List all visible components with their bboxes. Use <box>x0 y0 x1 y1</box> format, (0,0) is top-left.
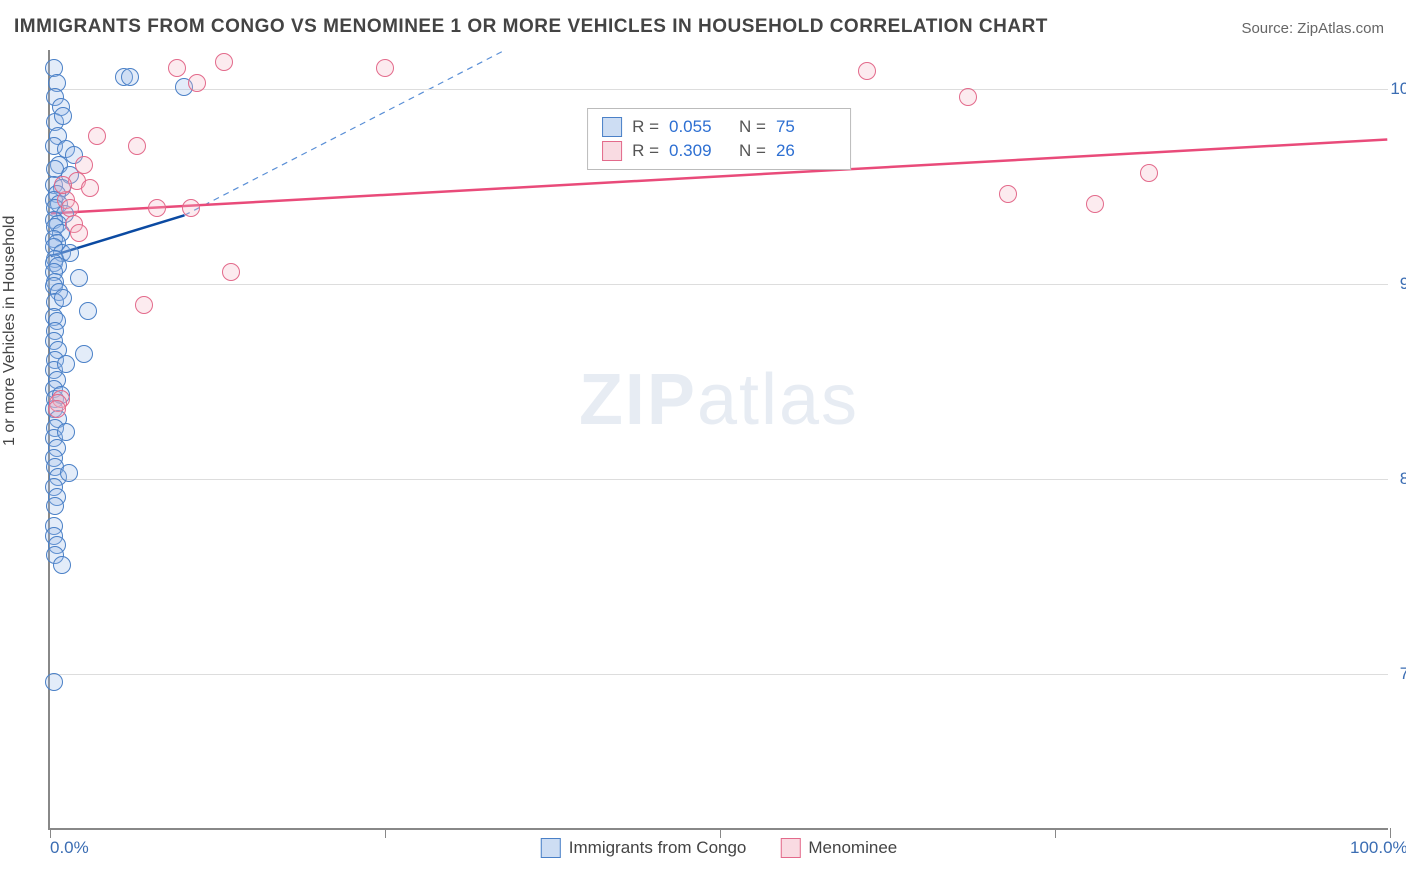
n-value-series-1: 26 <box>776 141 836 161</box>
scatter-point <box>57 355 75 373</box>
x-tick <box>50 828 51 838</box>
scatter-point <box>128 137 146 155</box>
scatter-point <box>79 302 97 320</box>
legend-item-series-0: Immigrants from Congo <box>541 838 747 858</box>
watermark: ZIPatlas <box>579 359 859 441</box>
y-axis-title: 1 or more Vehicles in Household <box>1 216 19 446</box>
scatter-point <box>48 400 66 418</box>
legend-swatch-series-0 <box>541 838 561 858</box>
chart-title: IMMIGRANTS FROM CONGO VS MENOMINEE 1 OR … <box>14 16 1048 38</box>
legend-label-series-0: Immigrants from Congo <box>569 838 747 858</box>
scatter-point <box>959 88 977 106</box>
r-value-series-1: 0.309 <box>669 141 729 161</box>
swatch-series-0 <box>602 117 622 137</box>
scatter-point <box>376 59 394 77</box>
x-tick <box>1390 828 1391 838</box>
scatter-point <box>858 62 876 80</box>
n-label: N = <box>739 117 766 137</box>
x-tick <box>385 828 386 838</box>
legend-label-series-1: Menominee <box>808 838 897 858</box>
bottom-legend: Immigrants from Congo Menominee <box>541 838 897 858</box>
scatter-point <box>1086 195 1104 213</box>
scatter-point <box>88 127 106 145</box>
gridline-h <box>50 674 1388 675</box>
y-tick-label: 90.0% <box>1400 274 1406 294</box>
scatter-point <box>54 176 72 194</box>
scatter-point <box>61 244 79 262</box>
y-tick-label: 70.0% <box>1400 664 1406 684</box>
x-tick <box>1055 828 1056 838</box>
scatter-point <box>1140 164 1158 182</box>
stats-row-series-0: R = 0.055 N = 75 <box>602 115 836 139</box>
scatter-point <box>188 74 206 92</box>
scatter-point <box>135 296 153 314</box>
legend-item-series-1: Menominee <box>780 838 897 858</box>
scatter-point <box>54 107 72 125</box>
scatter-point <box>75 345 93 363</box>
x-tick <box>720 828 721 838</box>
scatter-point <box>45 673 63 691</box>
r-label: R = <box>632 117 659 137</box>
x-tick-label: 100.0% <box>1350 838 1406 858</box>
y-tick-label: 80.0% <box>1400 469 1406 489</box>
trend-line <box>184 50 505 215</box>
scatter-point <box>148 199 166 217</box>
gridline-h <box>50 479 1388 480</box>
stats-row-series-1: R = 0.309 N = 26 <box>602 139 836 163</box>
correlation-chart-page: IMMIGRANTS FROM CONGO VS MENOMINEE 1 OR … <box>0 0 1406 892</box>
gridline-h <box>50 89 1388 90</box>
scatter-point <box>121 68 139 86</box>
scatter-point <box>999 185 1017 203</box>
scatter-point <box>222 263 240 281</box>
plot-area: ZIPatlas R = 0.055 N = 75 R = 0.309 N = … <box>48 50 1388 830</box>
scatter-point <box>182 199 200 217</box>
r-label: R = <box>632 141 659 161</box>
scatter-point <box>168 59 186 77</box>
r-value-series-0: 0.055 <box>669 117 729 137</box>
source-attribution: Source: ZipAtlas.com <box>1241 20 1384 37</box>
n-value-series-0: 75 <box>776 117 836 137</box>
swatch-series-1 <box>602 141 622 161</box>
n-label: N = <box>739 141 766 161</box>
scatter-point <box>215 53 233 71</box>
watermark-light: atlas <box>697 360 859 440</box>
gridline-h <box>50 284 1388 285</box>
watermark-bold: ZIP <box>579 360 697 440</box>
scatter-point <box>53 556 71 574</box>
scatter-point <box>70 224 88 242</box>
stats-legend-box: R = 0.055 N = 75 R = 0.309 N = 26 <box>587 108 851 170</box>
y-tick-label: 100.0% <box>1390 79 1406 99</box>
scatter-point <box>81 179 99 197</box>
legend-swatch-series-1 <box>780 838 800 858</box>
scatter-point <box>54 289 72 307</box>
scatter-point <box>46 497 64 515</box>
scatter-point <box>70 269 88 287</box>
x-tick-label: 0.0% <box>50 838 89 858</box>
scatter-point <box>60 464 78 482</box>
